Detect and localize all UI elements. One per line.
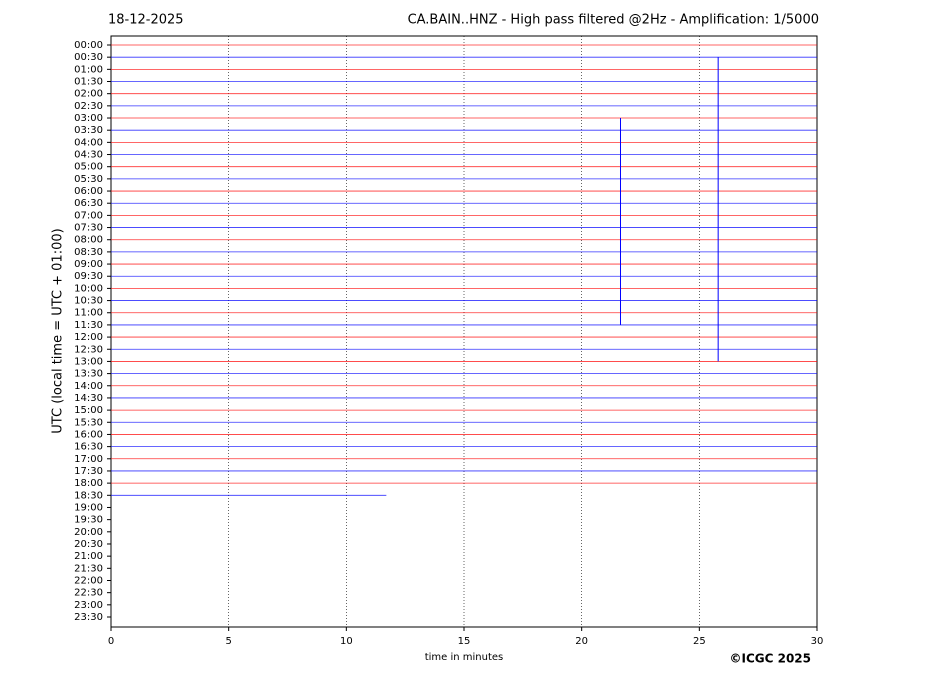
y-tick-label: 04:30 [74, 150, 103, 161]
y-tick-label: 03:30 [74, 125, 103, 136]
y-tick-label: 09:00 [74, 259, 103, 270]
y-tick-label: 15:30 [74, 417, 103, 428]
y-tick-label: 15:00 [74, 405, 103, 416]
y-tick-label: 23:00 [74, 600, 103, 611]
y-tick-label: 22:00 [74, 575, 103, 586]
y-tick-label: 09:30 [74, 271, 103, 282]
y-tick-label: 12:00 [74, 332, 103, 343]
x-tick-label: 5 [225, 636, 231, 647]
date-title: 18-12-2025 [108, 13, 184, 28]
y-tick-label: 03:00 [74, 113, 103, 124]
y-tick-label: 16:30 [74, 442, 103, 453]
x-tick-label: 25 [693, 636, 706, 647]
y-tick-label: 21:30 [74, 563, 103, 574]
y-tick-label: 18:30 [74, 490, 103, 501]
y-tick-label: 19:00 [74, 502, 103, 513]
x-tick-label: 15 [458, 636, 471, 647]
y-tick-label: 12:30 [74, 344, 103, 355]
y-tick-label: 22:30 [74, 588, 103, 599]
y-tick-label: 04:00 [74, 137, 103, 148]
y-tick-label: 08:00 [74, 235, 103, 246]
y-tick-label: 01:00 [74, 64, 103, 75]
credit: ©ICGC 2025 [729, 652, 811, 666]
y-tick-label: 10:00 [74, 283, 103, 294]
y-tick-label: 02:00 [74, 89, 103, 100]
y-tick-label: 17:30 [74, 466, 103, 477]
x-tick-label: 0 [108, 636, 114, 647]
y-tick-label: 07:30 [74, 223, 103, 234]
y-tick-label: 23:30 [74, 612, 103, 623]
y-tick-label: 07:00 [74, 210, 103, 221]
x-axis-label: time in minutes [425, 652, 504, 663]
y-tick-label: 20:00 [74, 527, 103, 538]
y-tick-label: 08:30 [74, 247, 103, 258]
y-tick-label: 10:30 [74, 296, 103, 307]
y-tick-label: 11:30 [74, 320, 103, 331]
y-tick-label: 19:30 [74, 515, 103, 526]
y-tick-label: 05:00 [74, 162, 103, 173]
y-tick-label: 14:30 [74, 393, 103, 404]
y-tick-label: 18:00 [74, 478, 103, 489]
y-tick-label: 05:30 [74, 174, 103, 185]
y-tick-label: 06:30 [74, 198, 103, 209]
y-tick-label: 13:30 [74, 369, 103, 380]
y-tick-label: 21:00 [74, 551, 103, 562]
y-tick-label: 00:30 [74, 52, 103, 63]
y-tick-label: 02:30 [74, 101, 103, 112]
y-tick-label: 16:00 [74, 429, 103, 440]
y-tick-label: 00:00 [74, 40, 103, 51]
y-tick-label: 06:00 [74, 186, 103, 197]
y-tick-label: 14:00 [74, 381, 103, 392]
x-tick-label: 20 [575, 636, 588, 647]
y-tick-label: 01:30 [74, 77, 103, 88]
chart-title: CA.BAIN..HNZ - High pass filtered @2Hz -… [408, 13, 819, 28]
x-tick-label: 30 [811, 636, 824, 647]
y-tick-label: 13:00 [74, 356, 103, 367]
plot-frame [110, 35, 818, 628]
x-tick-label: 10 [340, 636, 353, 647]
y-tick-label: 11:00 [74, 308, 103, 319]
y-axis-label: UTC (local time = UTC + 01:00) [51, 228, 66, 433]
y-tick-label: 20:30 [74, 539, 103, 550]
y-tick-label: 17:00 [74, 454, 103, 465]
